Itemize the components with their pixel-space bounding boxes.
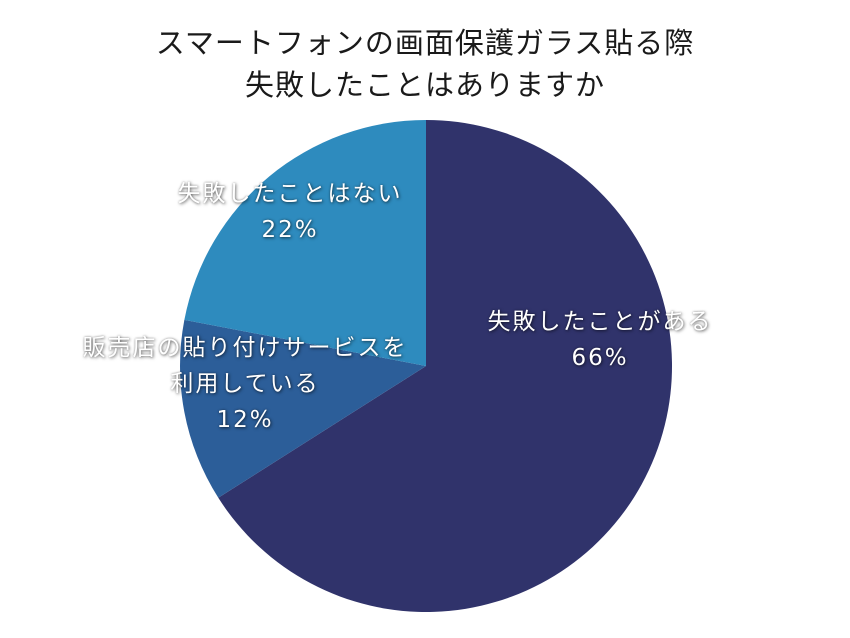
slice-label-store-service-text-1: 販売店の貼り付けサービスを — [82, 335, 408, 361]
slice-label-never-failed-text: 失敗したことはない — [177, 181, 403, 207]
slice-label-store-service-text-2: 利用している — [170, 371, 320, 397]
pie-slices — [180, 120, 673, 612]
slice-label-failed-text: 失敗したことがある — [487, 309, 713, 335]
slice-label-store-service-percent: 12% — [216, 407, 274, 433]
slice-label-failed-percent: 66% — [571, 345, 629, 371]
chart-title: スマートフォンの画面保護ガラス貼る際 失敗したことはありますか — [0, 22, 850, 106]
pie-slice-never-failed — [184, 120, 426, 366]
chart-title-line-1: スマートフォンの画面保護ガラス貼る際 — [155, 26, 695, 60]
slice-label-never-failed: 失敗したことはない 22% — [140, 176, 440, 248]
slice-label-never-failed-percent: 22% — [261, 217, 319, 243]
slice-label-store-service: 販売店の貼り付けサービスを 利用している 12% — [30, 330, 460, 438]
pie-slice-store-service — [180, 319, 426, 498]
pie-slice-failed — [218, 120, 673, 612]
slice-label-failed: 失敗したことがある 66% — [455, 304, 745, 376]
chart-title-line-2: 失敗したことはありますか — [244, 68, 605, 102]
